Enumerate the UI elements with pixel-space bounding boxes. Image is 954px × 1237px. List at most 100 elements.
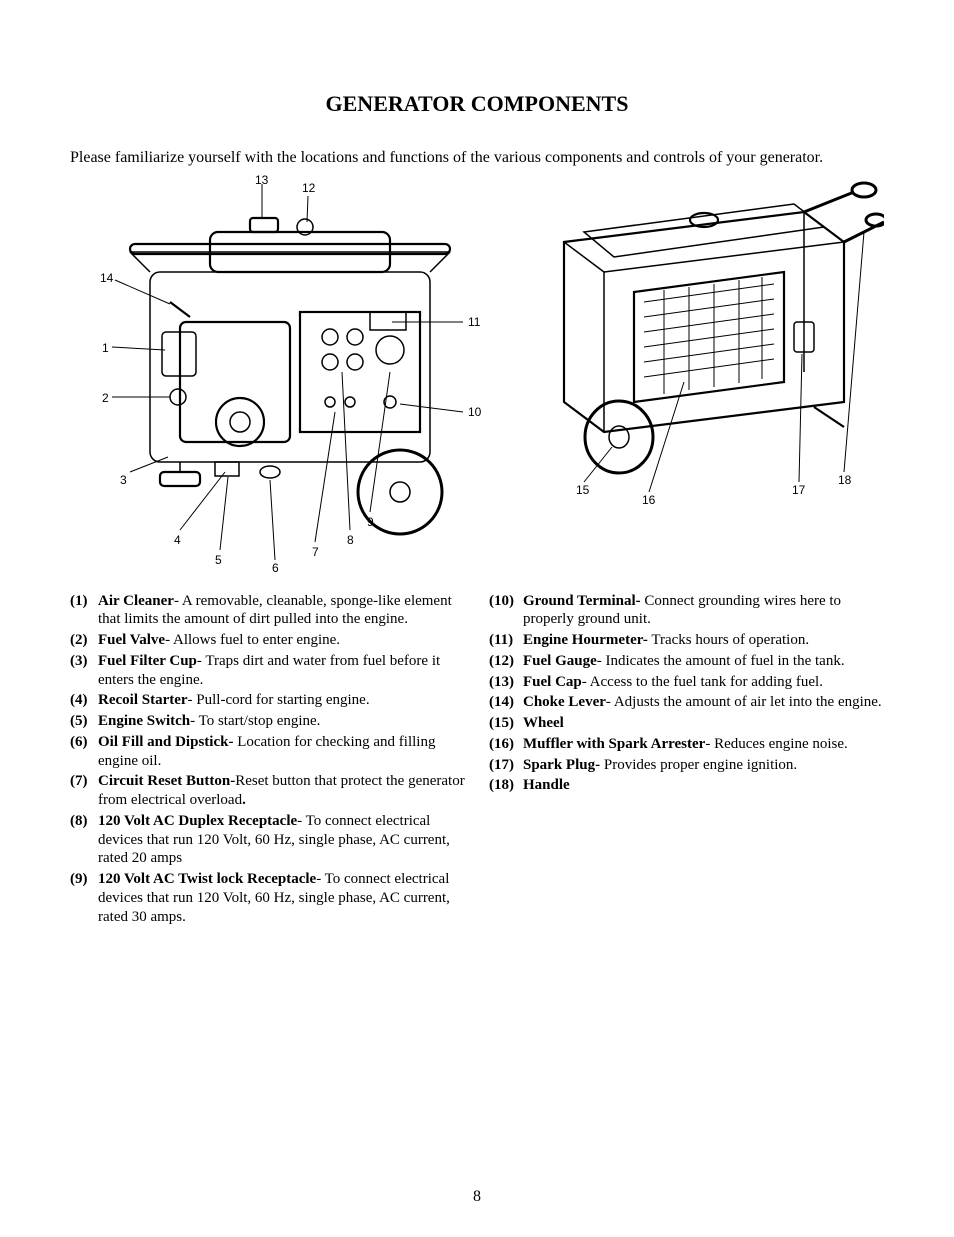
component-number: (15) [489,714,523,733]
callout-1: 1 [102,341,109,355]
callout-11: 11 [468,315,481,329]
callout-13: 13 [255,173,269,187]
callout-16: 16 [642,493,656,507]
component-number: (18) [489,776,523,795]
component-text: Circuit Reset Button-Reset button that p… [98,772,465,810]
component-desc: - Access to the fuel tank for adding fue… [582,674,823,690]
component-item: (7)Circuit Reset Button-Reset button tha… [70,772,465,810]
callout-7: 7 [312,545,319,559]
component-text: Handle [523,776,884,795]
component-item: (15)Wheel [489,714,884,733]
component-number: (6) [70,733,98,771]
component-text: Fuel Cap- Access to the fuel tank for ad… [523,673,884,692]
figures-row: 1 2 3 4 5 6 7 8 9 10 11 12 13 14 [70,172,884,572]
callout-18: 18 [838,473,852,487]
intro-paragraph: Please familiarize yourself with the loc… [70,148,884,168]
component-number: (1) [70,592,98,630]
page-number: 8 [0,1187,954,1207]
component-name: Ground Terminal- [523,593,641,609]
callout-9: 9 [367,515,374,529]
component-name: Engine Hourmeter- [523,632,648,648]
callout-3: 3 [120,473,127,487]
callout-12: 12 [302,181,316,195]
component-name: 120 Volt AC Duplex Receptacle [98,813,297,829]
component-item: (9)120 Volt AC Twist lock Receptacle- To… [70,870,465,926]
component-name: Fuel Gauge [523,653,597,669]
component-name: Engine Switch [98,713,190,729]
component-number: (13) [489,673,523,692]
component-item: (12)Fuel Gauge- Indicates the amount of … [489,652,884,671]
component-desc: - Reduces engine noise. [705,736,847,752]
component-text: Oil Fill and Dipstick- Location for chec… [98,733,465,771]
component-text: Engine Hourmeter- Tracks hours of operat… [523,631,884,650]
component-number: (12) [489,652,523,671]
component-number: (17) [489,756,523,775]
callout-6: 6 [272,561,279,572]
component-desc: - To start/stop engine. [190,713,320,729]
component-text: Choke Lever- Adjusts the amount of air l… [523,693,884,712]
component-name: Fuel Filter Cup [98,653,197,669]
callout-8: 8 [347,533,354,547]
component-item: (13)Fuel Cap- Access to the fuel tank fo… [489,673,884,692]
components-columns: (1)Air Cleaner- A removable, cleanable, … [70,592,884,929]
component-item: (8)120 Volt AC Duplex Receptacle- To con… [70,812,465,868]
component-number: (4) [70,691,98,710]
component-text: Spark Plug- Provides proper engine ignit… [523,756,884,775]
component-trail: . [242,792,246,808]
component-number: (10) [489,592,523,630]
component-name: Muffler with Spark Arrester [523,736,705,752]
component-item: (2)Fuel Valve- Allows fuel to enter engi… [70,631,465,650]
callout-14: 14 [100,271,114,285]
component-item: (16)Muffler with Spark Arrester- Reduces… [489,735,884,754]
component-text: Fuel Gauge- Indicates the amount of fuel… [523,652,884,671]
component-name: Choke Lever [523,694,606,710]
component-number: (11) [489,631,523,650]
component-item: (1)Air Cleaner- A removable, cleanable, … [70,592,465,630]
component-text: Engine Switch- To start/stop engine. [98,712,465,731]
page-title: GENERATOR COMPONENTS [70,90,884,118]
component-text: 120 Volt AC Duplex Receptacle- To connec… [98,812,465,868]
component-name: Oil Fill and Dipstick- [98,734,233,750]
component-number: (16) [489,735,523,754]
component-item: (3)Fuel Filter Cup- Traps dirt and water… [70,652,465,690]
component-name: Handle [523,777,570,793]
component-number: (2) [70,631,98,650]
component-text: 120 Volt AC Twist lock Receptacle- To co… [98,870,465,926]
component-text: Wheel [523,714,884,733]
component-item: (6)Oil Fill and Dipstick- Location for c… [70,733,465,771]
callout-10: 10 [468,405,482,419]
component-item: (14)Choke Lever- Adjusts the amount of a… [489,693,884,712]
component-number: (3) [70,652,98,690]
component-name: Circuit Reset Button- [98,773,235,789]
component-desc: - Indicates the amount of fuel in the ta… [597,653,845,669]
component-desc: - Pull-cord for starting engine. [188,692,370,708]
component-item: (17)Spark Plug- Provides proper engine i… [489,756,884,775]
component-item: (18)Handle [489,776,884,795]
component-desc: - Allows fuel to enter engine. [165,632,340,648]
component-text: Fuel Valve- Allows fuel to enter engine. [98,631,465,650]
component-name: Wheel [523,715,564,731]
component-text: Muffler with Spark Arrester- Reduces eng… [523,735,884,754]
callout-15: 15 [576,483,590,497]
component-desc: Provides proper engine ignition. [600,757,797,773]
component-name: Fuel Valve [98,632,165,648]
component-number: (7) [70,772,98,810]
component-number: (5) [70,712,98,731]
component-text: Recoil Starter- Pull-cord for starting e… [98,691,465,710]
component-item: (4)Recoil Starter- Pull-cord for startin… [70,691,465,710]
component-number: (9) [70,870,98,926]
component-item: (10)Ground Terminal- Connect grounding w… [489,592,884,630]
callout-5: 5 [215,553,222,567]
component-text: Air Cleaner- A removable, cleanable, spo… [98,592,465,630]
component-item: (5)Engine Switch- To start/stop engine. [70,712,465,731]
generator-diagram-front: 1 2 3 4 5 6 7 8 9 10 11 12 13 14 [70,172,490,572]
component-number: (8) [70,812,98,868]
generator-diagram-rear: 15 16 17 18 [504,172,884,512]
component-text: Fuel Filter Cup- Traps dirt and water fr… [98,652,465,690]
component-name: Spark Plug- [523,757,600,773]
callout-17: 17 [792,483,806,497]
page: GENERATOR COMPONENTS Please familiarize … [0,0,954,928]
component-item: (11)Engine Hourmeter- Tracks hours of op… [489,631,884,650]
component-text: Ground Terminal- Connect grounding wires… [523,592,884,630]
component-name: Air Cleaner [98,593,174,609]
